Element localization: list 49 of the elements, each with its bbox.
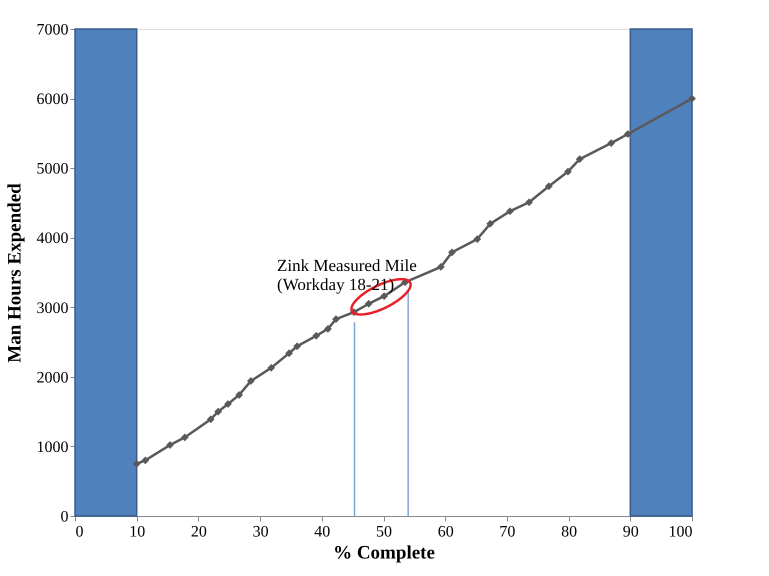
point <box>688 94 696 102</box>
point <box>437 263 445 271</box>
point <box>607 139 616 147</box>
point <box>564 168 572 176</box>
x-tick-label: 20 <box>190 524 207 540</box>
point <box>141 456 150 464</box>
point <box>506 207 514 216</box>
y-axis-title: Man Hours Expended <box>4 182 26 363</box>
y-tick-label: 1000 <box>36 438 68 456</box>
y-tick-label: 6000 <box>36 91 68 108</box>
x-tick-label: 40 <box>314 524 330 540</box>
point <box>235 391 243 399</box>
point <box>224 400 232 408</box>
x-tick-label: 70 <box>499 524 516 540</box>
x-tick-label: 0 <box>76 524 84 540</box>
x-tick-label: 10 <box>129 524 146 540</box>
point <box>525 198 533 206</box>
point <box>473 235 482 243</box>
point <box>206 415 215 424</box>
point <box>448 248 456 256</box>
point <box>214 408 222 416</box>
x-tick-label: 50 <box>376 524 392 540</box>
y-tick-label: 3000 <box>36 300 68 317</box>
y-tick-label: 7000 <box>36 22 68 38</box>
point <box>166 441 174 449</box>
x-tick-label: 90 <box>622 524 639 540</box>
point <box>293 342 301 350</box>
x-tick-label: 100 <box>668 524 692 540</box>
y-tick-label: 4000 <box>36 230 68 248</box>
point <box>544 182 553 190</box>
x-tick-label: 80 <box>561 524 578 540</box>
y-tick-label: 2000 <box>36 369 68 386</box>
y-tick-label: 5000 <box>36 160 68 178</box>
point <box>486 220 494 228</box>
y-tick-label: 0 <box>60 508 68 526</box>
x-tick-label: 30 <box>252 524 269 540</box>
point <box>285 349 293 358</box>
point <box>624 130 632 138</box>
point <box>324 324 332 333</box>
point <box>364 300 373 308</box>
point <box>180 434 189 442</box>
point <box>332 315 340 323</box>
point <box>132 460 141 468</box>
point <box>576 155 584 163</box>
point <box>246 377 255 385</box>
x-axis-title: % Complete <box>333 542 435 564</box>
point <box>267 364 276 372</box>
point <box>312 332 320 340</box>
x-tick-label: 60 <box>438 524 454 540</box>
